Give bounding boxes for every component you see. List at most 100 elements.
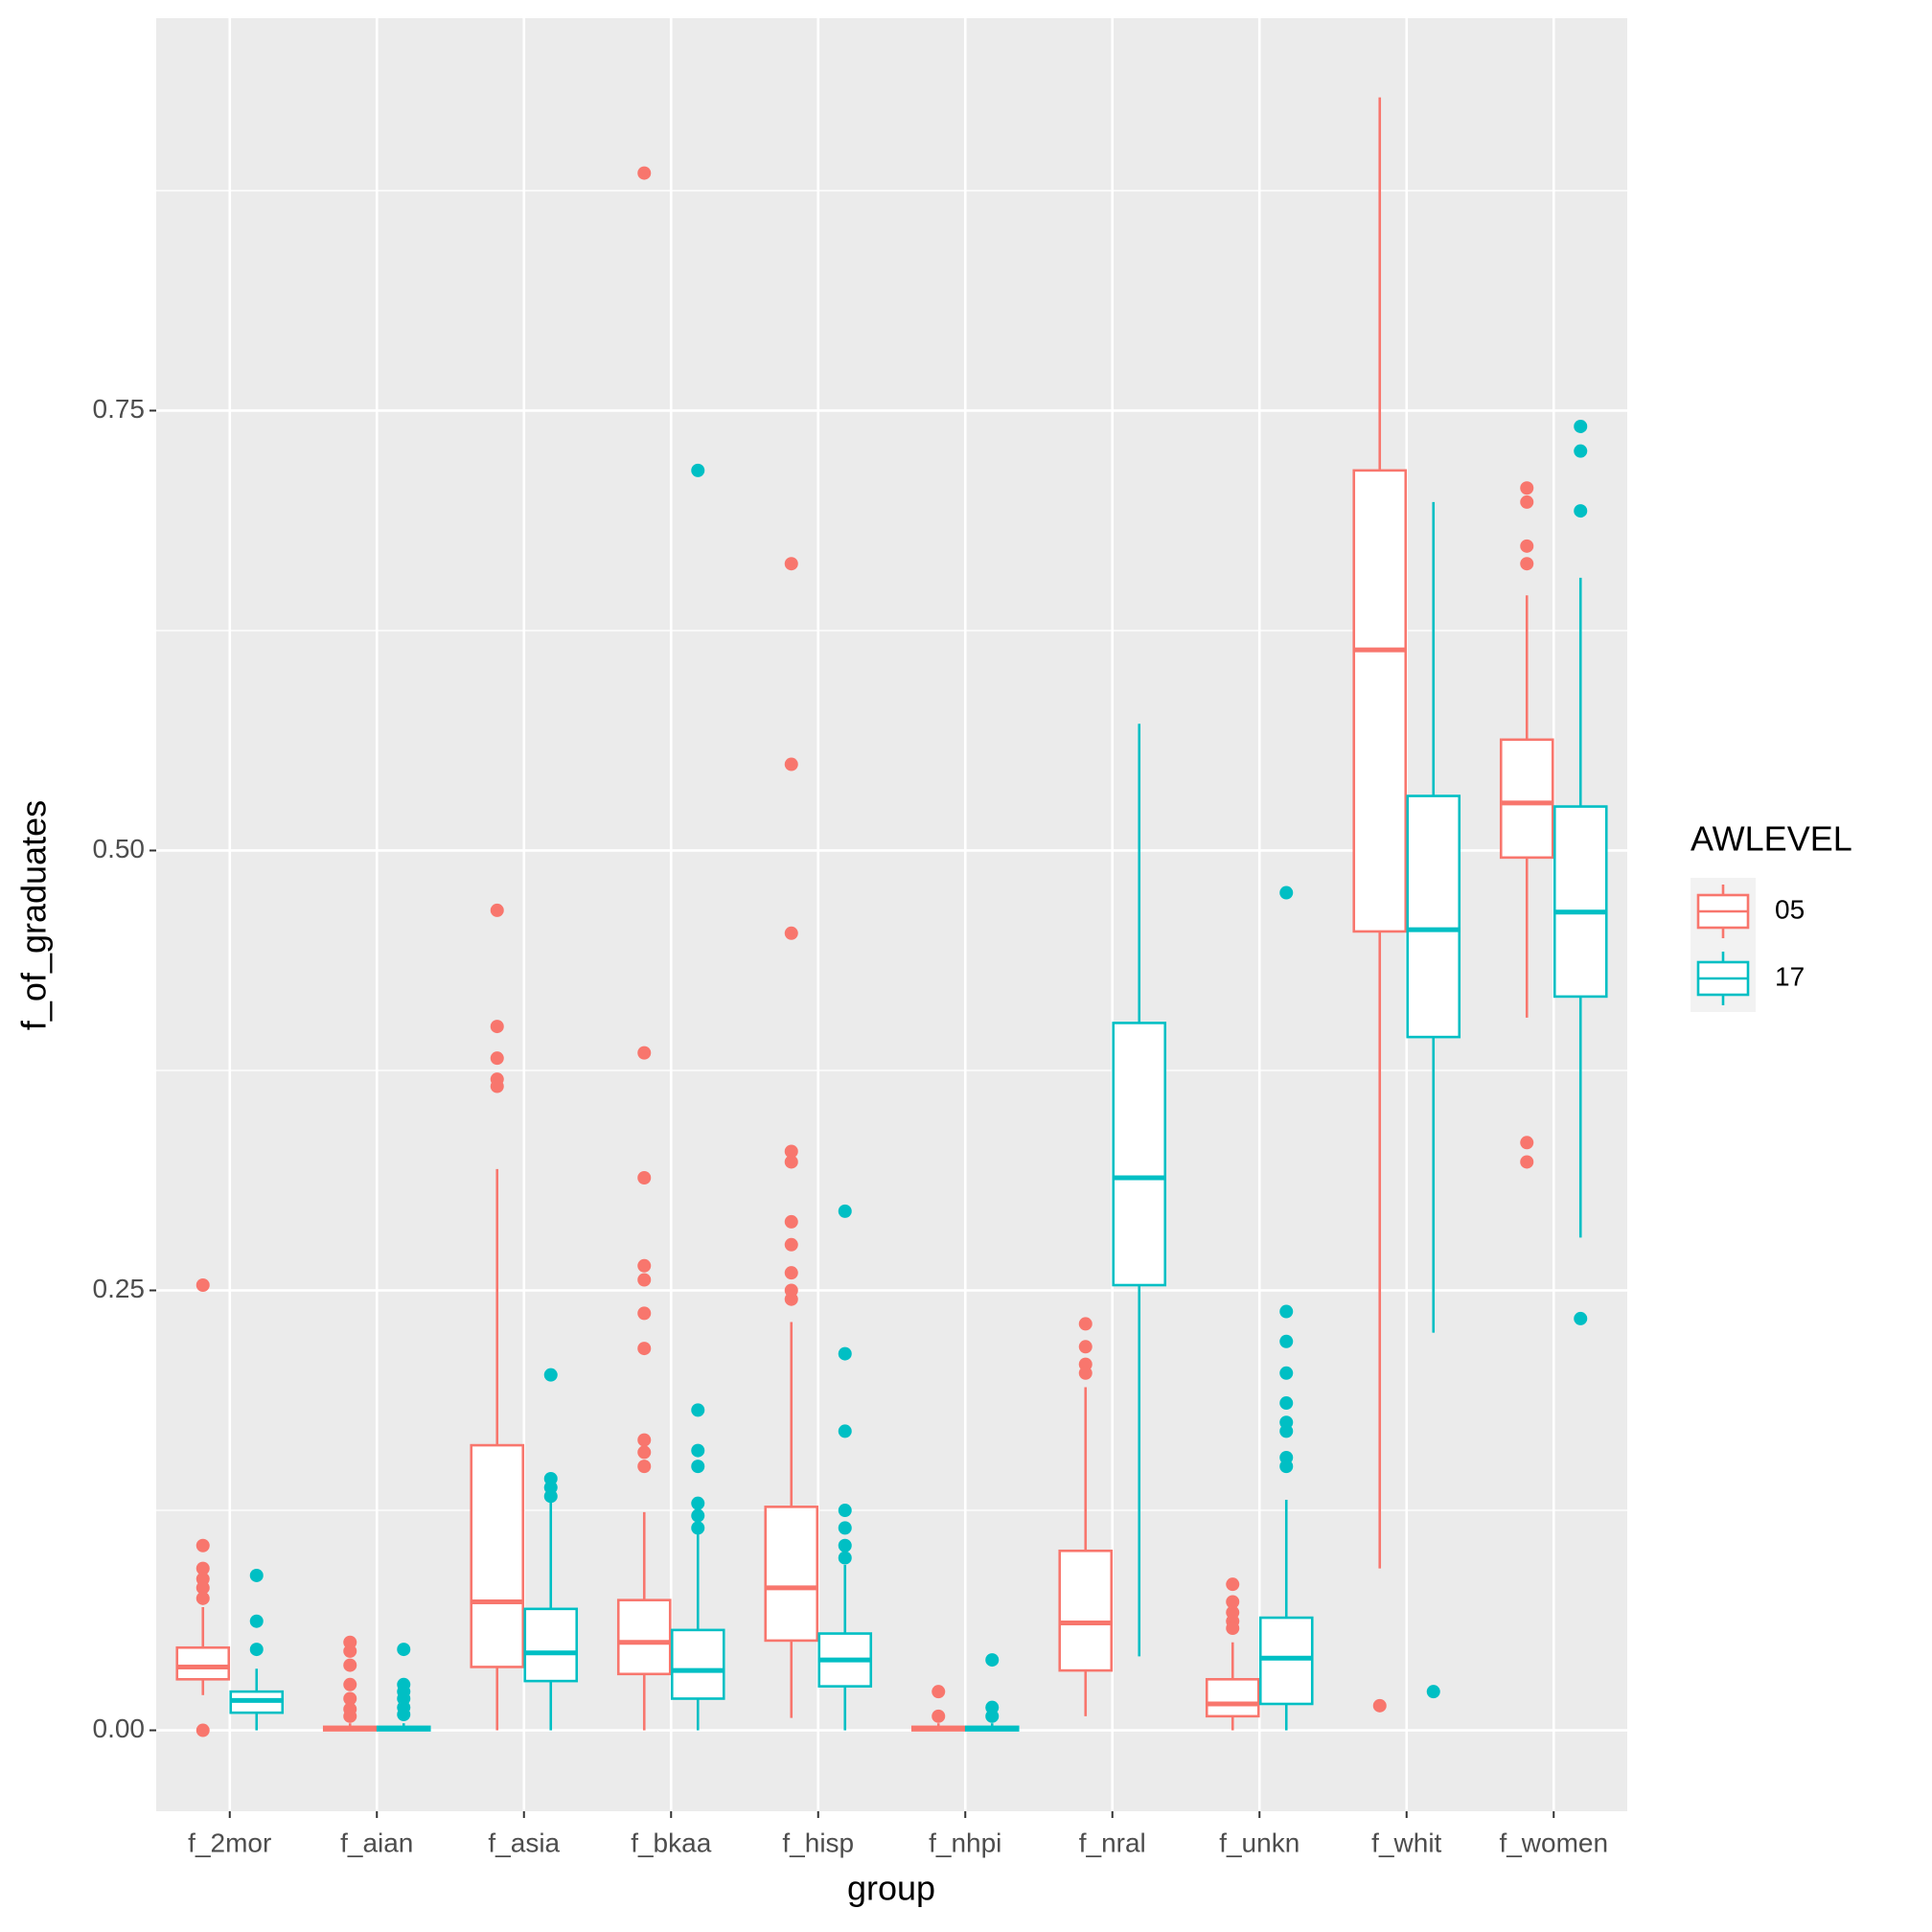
axes: 0.00 0.25 0.50 0.75 f_2mor f_aian f_asia f_bkaa… [93, 394, 1609, 1858]
outlier [1574, 504, 1588, 518]
outlier [784, 1214, 798, 1229]
outlier [1279, 1396, 1294, 1411]
outlier [637, 166, 652, 180]
outlier [838, 1551, 852, 1565]
outlier [691, 1403, 705, 1417]
outlier [838, 1521, 852, 1535]
box [1552, 805, 1608, 999]
outlier [1574, 1311, 1588, 1325]
outlier [691, 1496, 705, 1510]
outlier [1226, 1595, 1240, 1609]
outlier [1574, 419, 1588, 433]
x-tick-label: f_hisp [782, 1828, 854, 1857]
outlier [838, 1204, 852, 1218]
box [1406, 794, 1461, 1039]
outlier [490, 1020, 504, 1034]
box [1258, 1616, 1314, 1706]
outlier [1520, 1136, 1534, 1150]
outlier [784, 926, 798, 940]
outlier [343, 1658, 357, 1672]
x-axis-title: group [847, 1869, 935, 1908]
outlier [985, 1709, 1000, 1723]
outlier [784, 757, 798, 771]
outlier [691, 1443, 705, 1458]
outlier [985, 1653, 1000, 1668]
outlier [838, 1538, 852, 1552]
outlier [784, 1237, 798, 1252]
outlier [1279, 1424, 1294, 1438]
outlier [1279, 886, 1294, 900]
outlier [1226, 1622, 1240, 1636]
outlier [784, 1292, 798, 1306]
x-tick-label: f_bkaa [631, 1828, 711, 1857]
outlier [196, 1591, 210, 1605]
outlier [1520, 481, 1534, 495]
outlier [543, 1489, 558, 1504]
outlier [343, 1644, 357, 1658]
outlier [637, 1460, 652, 1474]
x-tick-label: f_unkn [1219, 1828, 1300, 1857]
outlier [932, 1685, 946, 1699]
outlier [637, 1258, 652, 1273]
outlier [691, 1508, 705, 1523]
outlier [1520, 1155, 1534, 1169]
box [1499, 738, 1554, 860]
outlier [784, 1266, 798, 1280]
outlier [397, 1643, 411, 1657]
outlier [1520, 494, 1534, 509]
box [764, 1506, 819, 1643]
y-tick-label: 0.00 [93, 1714, 146, 1743]
box [616, 1598, 672, 1676]
outlier [196, 1278, 210, 1293]
outlier [1226, 1577, 1240, 1592]
outlier [691, 1460, 705, 1474]
legend-label: 17 [1775, 961, 1805, 991]
outlier [343, 1691, 357, 1706]
outlier [1574, 444, 1588, 458]
outlier [838, 1424, 852, 1438]
y-axis-title: f_of_graduates [14, 800, 54, 1030]
outlier [637, 1273, 652, 1287]
outlier [637, 1433, 652, 1447]
outlier [397, 1708, 411, 1722]
outlier [637, 1046, 652, 1060]
outlier [637, 1306, 652, 1321]
x-tick-label: f_aian [340, 1828, 413, 1857]
box [1112, 1022, 1167, 1287]
outlier [784, 1155, 798, 1169]
outlier [1520, 539, 1534, 553]
outlier [1078, 1340, 1092, 1354]
outlier [196, 1580, 210, 1595]
outlier [196, 1723, 210, 1737]
outlier [249, 1614, 264, 1628]
outlier [838, 1504, 852, 1518]
outlier [1078, 1317, 1092, 1331]
outlier [1279, 1334, 1294, 1348]
outlier [1279, 1460, 1294, 1474]
outlier [1078, 1366, 1092, 1380]
outlier [249, 1643, 264, 1657]
box [1205, 1677, 1260, 1718]
outlier [838, 1346, 852, 1361]
x-tick-label: f_nral [1079, 1828, 1146, 1857]
legend: AWLEVEL 05 17 [1690, 819, 1852, 1012]
outlier [784, 1144, 798, 1159]
x-tick-label: f_2mor [188, 1828, 271, 1857]
outlier [490, 1079, 504, 1093]
outlier [249, 1568, 264, 1582]
outlier [1279, 1366, 1294, 1380]
outlier [196, 1561, 210, 1576]
outlier [490, 1051, 504, 1066]
marks [175, 97, 1608, 1737]
box [1352, 469, 1408, 933]
box [470, 1443, 525, 1668]
x-tick-label: f_nhpi [929, 1828, 1001, 1857]
x-tick-label: f_women [1499, 1828, 1608, 1857]
outlier [691, 463, 705, 477]
legend-title: AWLEVEL [1690, 819, 1852, 859]
outlier [196, 1538, 210, 1552]
y-tick-label: 0.75 [93, 394, 146, 424]
legend-label: 05 [1775, 894, 1805, 924]
box [670, 1628, 725, 1700]
outlier [1520, 557, 1534, 571]
